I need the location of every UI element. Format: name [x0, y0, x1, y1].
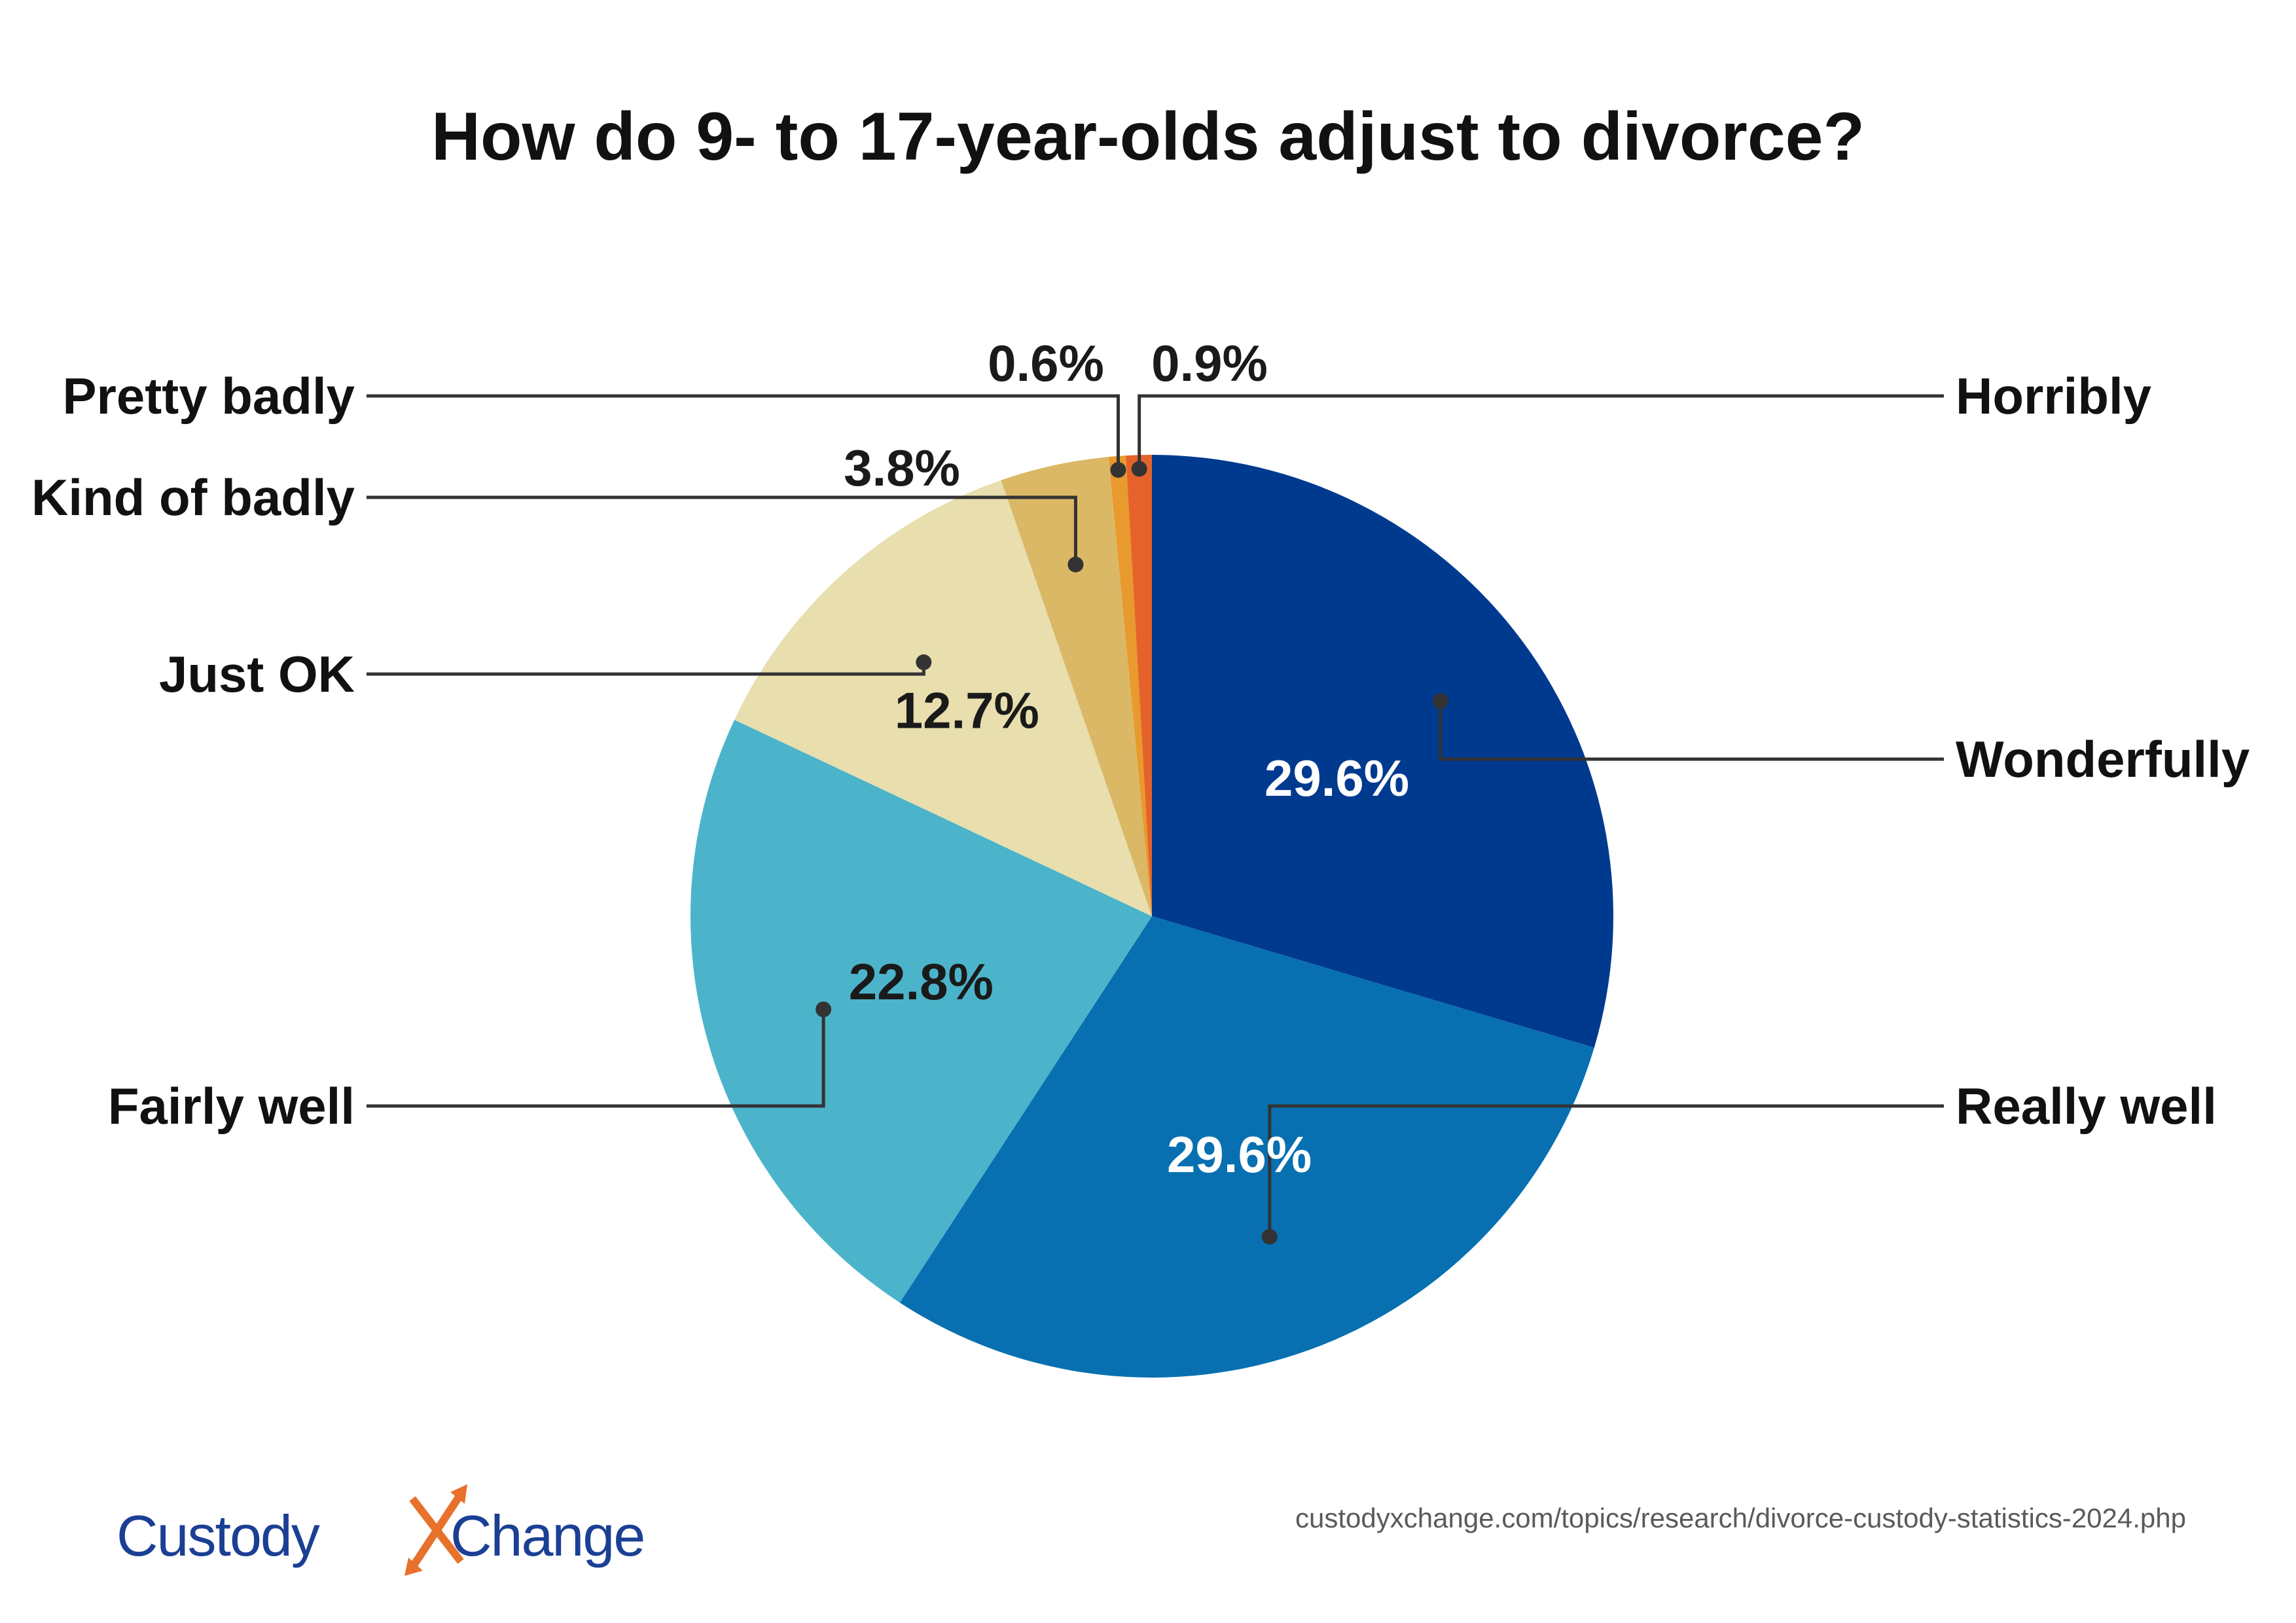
pie-slice-fairly-well [690, 719, 1152, 1303]
leader-line-really-well [1268, 1104, 1944, 1237]
value-label-kind-of-badly: 3.8% [844, 439, 960, 497]
value-label-just-ok: 12.7% [895, 681, 1039, 739]
custodyxchange-logo: Custody Change [117, 1484, 645, 1576]
value-label-pretty-badly: 0.6% [988, 334, 1104, 392]
category-label-fairly-well: Fairly well [108, 1077, 355, 1135]
category-label-wonderfully: Wonderfully [1956, 730, 2250, 788]
pie-slice-really-well [899, 916, 1594, 1378]
logo-text-change: Change [450, 1503, 645, 1568]
category-label-kind-of-badly: Kind of badly [31, 469, 355, 526]
leader-line-kind-of-badly [367, 495, 1077, 565]
source-url: custodyxchange.com/topics/research/divor… [1295, 1503, 2186, 1533]
category-label-horribly: Horribly [1956, 367, 2151, 425]
logo-x-arrows-icon [404, 1484, 467, 1576]
pie-slice-wonderfully [1152, 455, 1613, 1048]
leader-line-horribly [1138, 394, 1944, 469]
category-label-just-ok: Just OK [159, 645, 355, 703]
category-label-really-well: Really well [1956, 1077, 2217, 1135]
chart-title: How do 9- to 17-year-olds adjust to divo… [431, 99, 1865, 175]
category-label-pretty-badly: Pretty badly [63, 367, 355, 425]
pie-slice-kind-of-badly [1001, 457, 1152, 916]
logo-text-custody: Custody [117, 1503, 320, 1568]
value-label-fairly-well: 22.8% [849, 953, 994, 1010]
leader-line-wonderfully [1439, 701, 1944, 761]
value-label-horribly: 0.9% [1151, 334, 1268, 392]
pie-slice-horribly [1126, 455, 1152, 916]
leader-line-just-ok [367, 662, 925, 676]
leader-line-fairly-well [367, 1009, 825, 1108]
pie-slice-just-ok [734, 480, 1152, 916]
leader-line-pretty-badly [367, 394, 1120, 471]
value-label-really-well: 29.6% [1167, 1126, 1312, 1183]
value-label-wonderfully: 29.6% [1265, 749, 1409, 807]
pie-slice-pretty-badly [1108, 455, 1152, 916]
